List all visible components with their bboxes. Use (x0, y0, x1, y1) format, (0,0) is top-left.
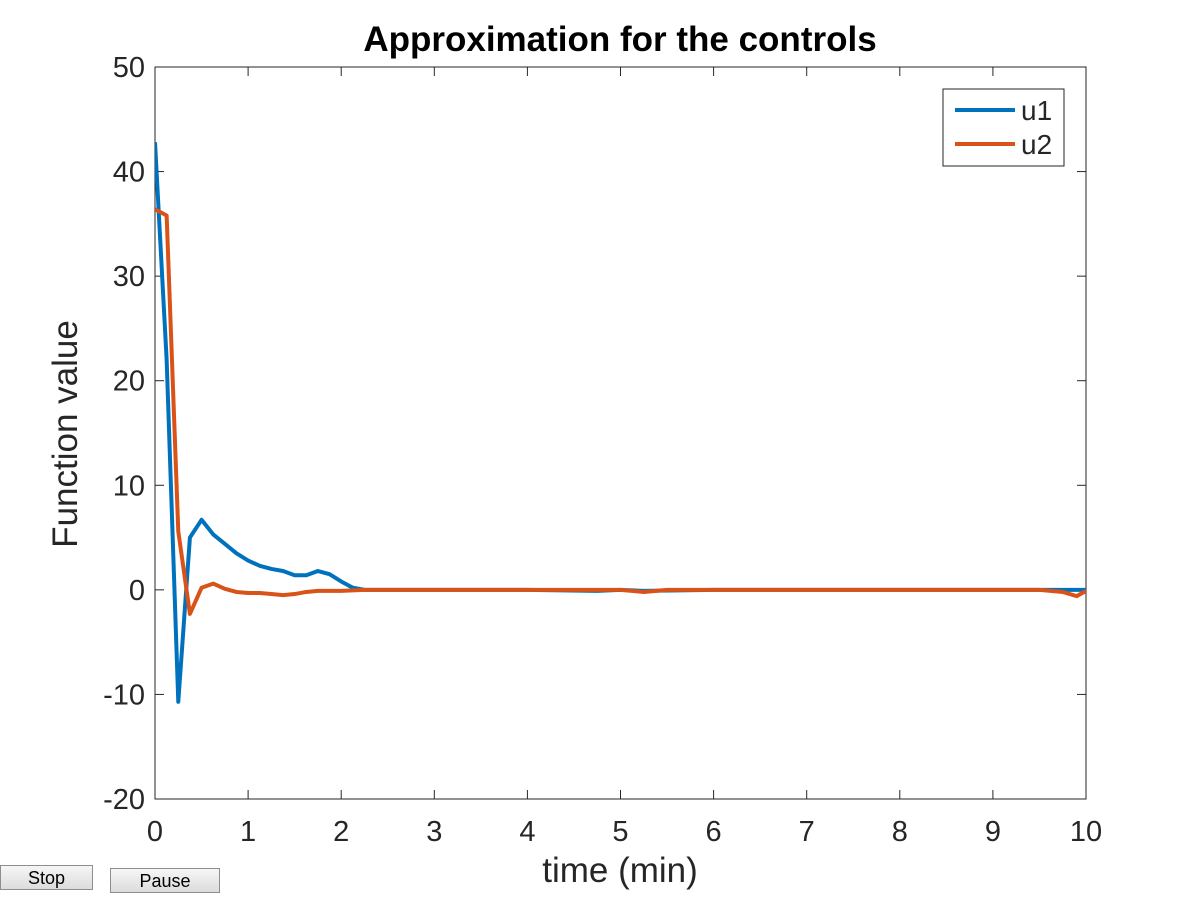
axes-box (154, 66, 1087, 800)
y-tick-label: 20 (113, 366, 145, 398)
stop-button[interactable]: Stop (0, 865, 93, 890)
x-tick-label: 10 (1070, 816, 1102, 848)
legend-label-u1: u1 (1021, 95, 1052, 126)
x-axis-label: time (min) (542, 851, 698, 890)
x-tick-label: 7 (799, 816, 815, 848)
y-tick-label: -10 (103, 679, 145, 711)
x-tick-label: 1 (240, 816, 256, 848)
y-tick-label: 10 (113, 470, 145, 502)
x-tick-label: 9 (985, 816, 1001, 848)
x-tick-label: 0 (147, 816, 163, 848)
x-tick-label: 2 (333, 816, 349, 848)
y-tick-label: 40 (113, 157, 145, 189)
plot-area: 0 1 2 3 4 5 6 7 8 9 10 -20 -10 0 10 20 30 40 50 (103, 52, 1102, 848)
series-line-u2 (155, 207, 1086, 616)
chart-title: Approximation for the controls (363, 20, 876, 59)
series-line-u1 (155, 142, 1086, 704)
x-tick-label: 4 (519, 816, 535, 848)
legend-box (942, 88, 1065, 167)
legend-label-u2: u2 (1021, 129, 1052, 160)
y-tick-label: -20 (103, 784, 145, 816)
pause-button[interactable]: Pause (110, 868, 220, 893)
y-tick-label: 50 (113, 52, 145, 84)
x-tick-label: 6 (706, 816, 722, 848)
x-tick-label: 8 (892, 816, 908, 848)
y-axis-label: Function value (46, 320, 85, 548)
x-tick-label: 3 (426, 816, 442, 848)
y-tick-label: 0 (129, 575, 145, 607)
y-tick-label: 30 (113, 261, 145, 293)
x-tick-label: 5 (612, 816, 628, 848)
